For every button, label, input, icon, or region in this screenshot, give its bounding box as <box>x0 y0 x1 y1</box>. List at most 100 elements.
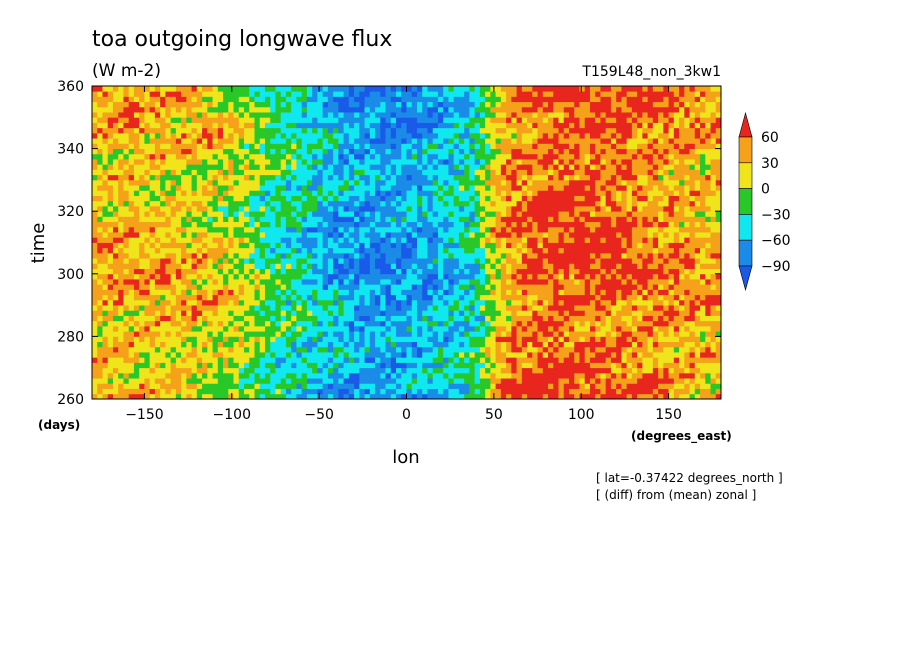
heatmap-cell <box>264 226 271 233</box>
heatmap-cell <box>259 216 266 223</box>
heatmap-cell <box>144 315 151 322</box>
heatmap-cell <box>663 310 669 316</box>
heatmap-cell <box>495 263 502 269</box>
heatmap-cell <box>490 310 497 316</box>
heatmap-cell <box>416 268 423 275</box>
heatmap-cell <box>291 299 297 306</box>
heatmap-cell <box>495 242 502 249</box>
heatmap-cell <box>285 331 292 337</box>
heatmap-cell <box>631 247 638 254</box>
heatmap-cell <box>579 367 586 374</box>
heatmap-cell <box>322 372 329 379</box>
heatmap-cell <box>684 205 690 212</box>
heatmap-cell <box>610 310 617 316</box>
heatmap-cell <box>275 273 282 280</box>
heatmap-cell <box>165 341 172 348</box>
heatmap-cell <box>244 310 250 316</box>
heatmap-cell <box>595 273 601 280</box>
heatmap-cell <box>631 221 638 228</box>
heatmap-cell <box>401 388 407 395</box>
heatmap-cell <box>348 216 355 223</box>
heatmap-cell <box>375 362 381 369</box>
heatmap-cell <box>495 226 502 233</box>
heatmap-cell <box>228 315 234 322</box>
heatmap-cell <box>563 232 570 238</box>
heatmap-cell <box>527 190 533 196</box>
heatmap-cell <box>563 367 570 374</box>
heatmap-cell <box>548 388 554 395</box>
heatmap-cell <box>610 258 617 264</box>
chart-subtitle: (W m-2) <box>92 61 161 81</box>
heatmap-cell <box>191 268 198 275</box>
heatmap-cell <box>191 195 198 202</box>
heatmap-cell <box>485 258 491 264</box>
heatmap-cell <box>149 185 156 191</box>
heatmap-cell <box>280 195 287 202</box>
heatmap-cell <box>118 294 124 301</box>
heatmap-cell <box>495 294 502 301</box>
heatmap-cell <box>443 247 449 254</box>
heatmap-cell <box>411 299 418 306</box>
heatmap-cell <box>249 336 255 343</box>
heatmap-cell <box>616 268 622 275</box>
heatmap-cell <box>658 315 664 322</box>
heatmap-cell <box>432 325 439 332</box>
heatmap-cell <box>249 289 255 296</box>
heatmap-cell <box>490 247 497 254</box>
heatmap-cell <box>202 258 208 264</box>
heatmap-cell <box>249 247 255 254</box>
heatmap-cell <box>149 325 156 332</box>
heatmap-cell <box>495 268 502 275</box>
heatmap-cell <box>285 205 292 212</box>
heatmap-cell <box>181 305 187 311</box>
heatmap-cell <box>500 237 507 243</box>
heatmap-cell <box>479 200 486 207</box>
heatmap-cell <box>354 383 360 389</box>
heatmap-cell <box>532 367 538 374</box>
heatmap-cell <box>270 200 276 207</box>
heatmap-cell <box>422 289 428 296</box>
heatmap-cell <box>715 221 722 228</box>
heatmap-cell <box>715 289 722 296</box>
heatmap-cell <box>700 237 706 243</box>
heatmap-cell <box>647 341 654 348</box>
heatmap-cell <box>511 378 517 384</box>
heatmap-cell <box>532 320 538 327</box>
heatmap-cell <box>133 185 140 191</box>
heatmap-cell <box>500 372 507 379</box>
heatmap-cell <box>333 388 339 395</box>
heatmap-cell <box>285 383 292 389</box>
heatmap-cell <box>521 331 528 337</box>
heatmap-cell <box>112 237 119 243</box>
heatmap-cell <box>280 320 287 327</box>
heatmap-cell <box>322 268 329 275</box>
heatmap-cell <box>396 299 402 306</box>
heatmap-cell <box>658 372 664 379</box>
heatmap-cell <box>149 200 156 207</box>
heatmap-cell <box>527 273 533 280</box>
heatmap-cell <box>338 362 344 369</box>
heatmap-cell <box>296 393 303 400</box>
heatmap-cell <box>348 179 355 186</box>
heatmap-cell <box>254 221 261 228</box>
heatmap-cell <box>123 211 130 217</box>
heatmap-cell <box>453 341 460 348</box>
heatmap-cell <box>254 200 261 207</box>
heatmap-cell <box>280 258 287 264</box>
heatmap-cell <box>532 263 538 269</box>
heatmap-cell <box>694 315 701 322</box>
heatmap-cell <box>495 200 502 207</box>
heatmap-cell <box>610 336 617 343</box>
heatmap-cell <box>160 378 166 384</box>
heatmap-cell <box>537 357 544 363</box>
heatmap-cell <box>338 179 344 186</box>
heatmap-cell <box>427 252 434 259</box>
heatmap-cell <box>626 367 633 374</box>
heatmap-cell <box>118 383 124 389</box>
heatmap-cell <box>291 305 297 311</box>
heatmap-cell <box>270 305 276 311</box>
heatmap-cell <box>396 305 402 311</box>
heatmap-cell <box>506 237 512 243</box>
heatmap-cell <box>196 289 203 296</box>
heatmap-cell <box>170 268 177 275</box>
